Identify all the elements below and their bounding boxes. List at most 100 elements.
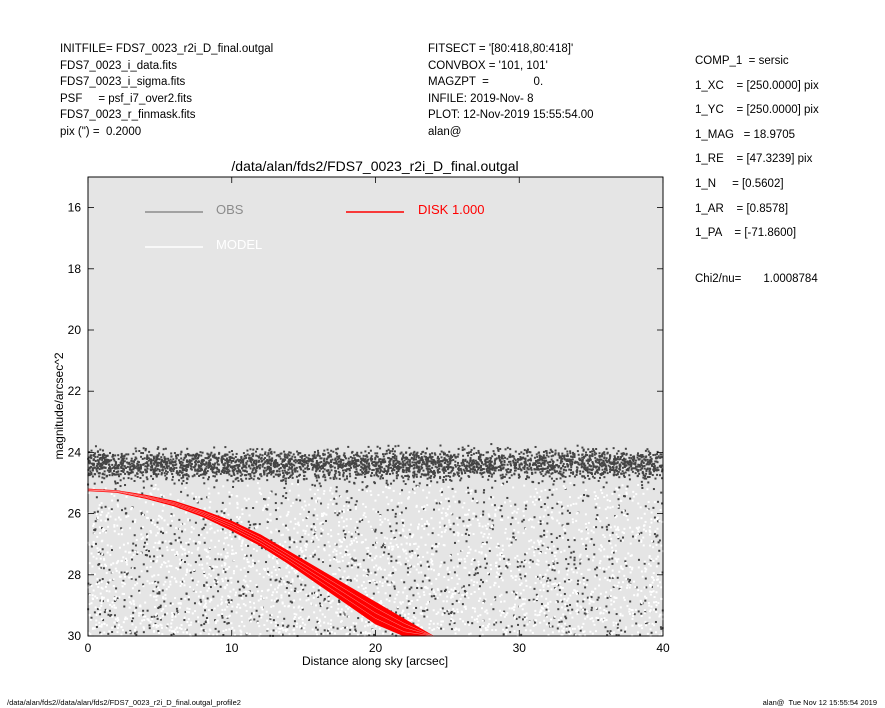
obs-point: [620, 452, 623, 455]
obs-point: [175, 454, 178, 457]
obs-point: [632, 460, 635, 463]
obs-point: [188, 454, 191, 457]
model-point: [116, 617, 119, 620]
obs-point: [494, 453, 497, 456]
obs-point: [441, 468, 444, 471]
obs-point: [238, 465, 241, 468]
model-point: [118, 546, 121, 549]
obs-point: [650, 631, 653, 634]
obs-point: [310, 458, 313, 461]
obs-point: [450, 479, 453, 482]
model-point: [343, 570, 346, 573]
obs-point: [524, 553, 527, 556]
model-point: [159, 617, 162, 620]
obs-point: [486, 471, 489, 474]
obs-point: [416, 586, 419, 589]
obs-point: [541, 480, 544, 483]
obs-point: [399, 466, 402, 469]
obs-point: [457, 466, 460, 469]
obs-point: [628, 456, 631, 459]
obs-point: [637, 463, 640, 466]
obs-point: [194, 453, 197, 456]
header-mid-line: CONVBOX = '101, 101': [428, 59, 548, 72]
obs-point: [304, 460, 307, 463]
obs-point: [582, 455, 585, 458]
obs-point: [412, 464, 415, 467]
obs-point: [176, 453, 179, 456]
obs-point: [220, 459, 223, 462]
obs-point: [108, 465, 111, 468]
obs-point: [354, 477, 357, 480]
obs-point: [391, 447, 394, 450]
obs-point: [338, 477, 341, 480]
obs-point: [160, 465, 163, 468]
obs-point: [289, 600, 292, 603]
model-point: [649, 628, 652, 631]
obs-point: [256, 455, 259, 458]
obs-point: [617, 537, 620, 540]
obs-point: [163, 460, 166, 463]
obs-point: [97, 453, 100, 456]
obs-point: [291, 465, 294, 468]
obs-point: [230, 466, 233, 469]
obs-point: [269, 459, 272, 462]
obs-point: [367, 463, 370, 466]
obs-point: [340, 458, 343, 461]
obs-point: [167, 457, 170, 460]
obs-point: [311, 460, 314, 463]
obs-point: [302, 461, 305, 464]
obs-point: [146, 570, 149, 573]
obs-point: [304, 557, 307, 560]
obs-point: [107, 581, 110, 584]
obs-point: [265, 508, 268, 511]
obs-point: [126, 461, 129, 464]
obs-point: [599, 464, 602, 467]
obs-point: [113, 459, 116, 462]
obs-point: [194, 457, 197, 460]
obs-point: [623, 460, 626, 463]
model-point: [154, 541, 157, 544]
obs-point: [107, 518, 110, 521]
obs-point: [392, 467, 395, 470]
model-point: [113, 494, 116, 497]
obs-point: [330, 455, 333, 458]
model-point: [584, 513, 587, 516]
model-point: [653, 596, 656, 599]
header-mid-block: FITSECT = '[80:418,80:418]' CONVBOX = '10…: [428, 41, 594, 141]
obs-point: [616, 452, 619, 455]
obs-point: [402, 466, 405, 469]
obs-point: [163, 456, 166, 459]
obs-point: [138, 449, 141, 452]
obs-point: [554, 577, 557, 580]
obs-point: [350, 564, 353, 567]
model-point: [448, 505, 451, 508]
obs-point: [267, 460, 270, 463]
obs-point: [585, 544, 588, 547]
obs-point: [187, 543, 190, 546]
model-point: [525, 579, 528, 582]
obs-point: [486, 457, 489, 460]
obs-point: [335, 502, 338, 505]
obs-point: [394, 512, 397, 515]
model-point: [327, 598, 330, 601]
obs-point: [565, 626, 568, 629]
obs-point: [355, 500, 358, 503]
obs-point: [591, 455, 594, 458]
obs-point: [183, 619, 186, 622]
obs-point: [388, 473, 391, 476]
obs-point: [505, 468, 508, 471]
obs-point: [541, 459, 544, 462]
obs-point: [458, 475, 461, 478]
obs-point: [551, 472, 554, 475]
obs-point: [462, 468, 465, 471]
model-point: [628, 612, 631, 615]
obs-point: [524, 457, 527, 460]
obs-point: [143, 545, 146, 548]
obs-point: [600, 458, 603, 461]
model-point: [424, 607, 427, 610]
obs-point: [261, 448, 264, 451]
obs-point: [112, 458, 115, 461]
obs-point: [600, 465, 603, 468]
obs-point: [512, 459, 515, 462]
obs-point: [312, 514, 315, 517]
